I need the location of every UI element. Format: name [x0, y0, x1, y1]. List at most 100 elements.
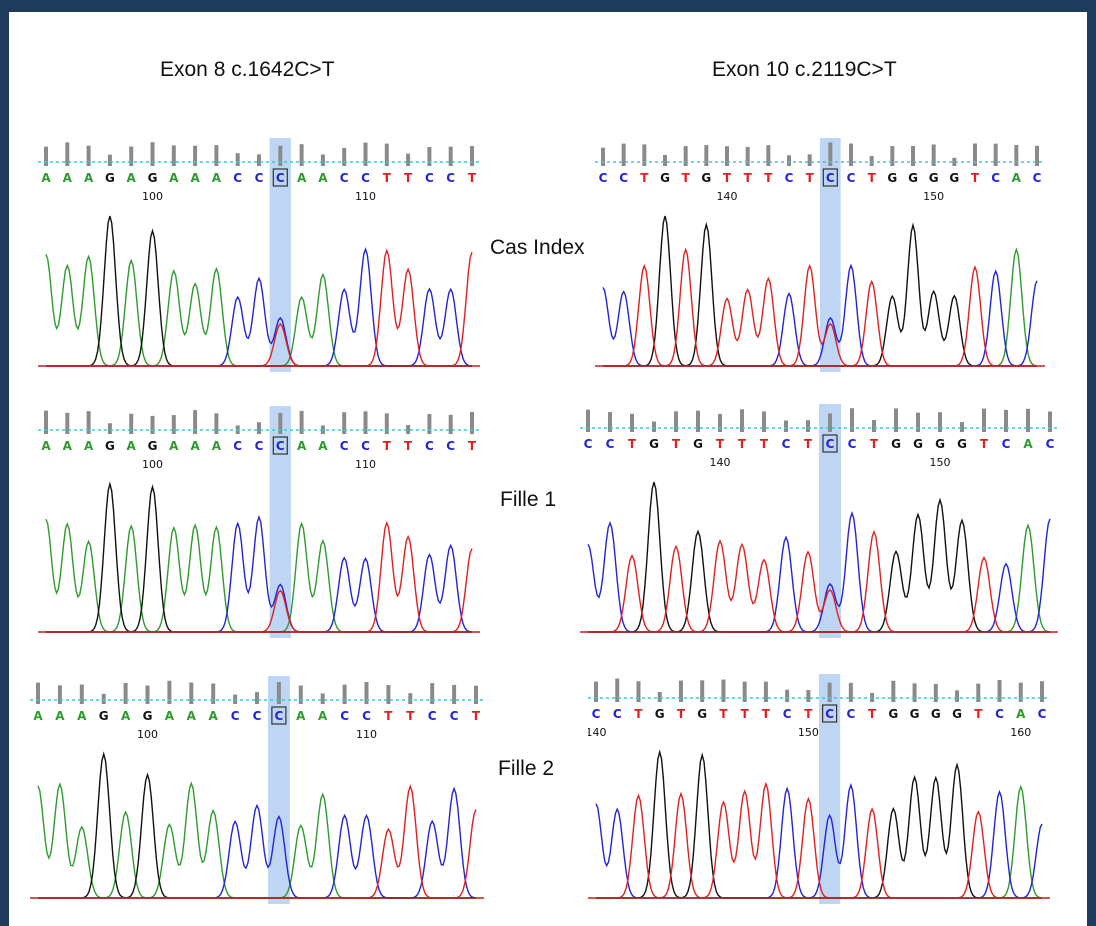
base-call: G: [935, 437, 945, 451]
base-call: C: [233, 171, 242, 185]
quality-bar: [257, 154, 261, 166]
quality-bar: [452, 684, 457, 704]
quality-bar: [1026, 408, 1030, 432]
quality-bar: [1048, 411, 1052, 432]
quality-bar: [663, 154, 667, 166]
quality-bar: [745, 146, 750, 166]
base-call: C: [848, 437, 857, 451]
variant-highlight: [269, 406, 291, 638]
base-call: C: [847, 171, 856, 185]
base-call: C: [826, 437, 835, 451]
quality-bar: [384, 143, 389, 166]
quality-bar: [997, 680, 1002, 702]
base-call: C: [1002, 437, 1011, 451]
base-call: A: [297, 439, 307, 453]
variant-highlight: [820, 138, 841, 372]
chromatogram-exon8-fille-2: A A A G A G A A A C C C A A C C T T C C T 100 110: [30, 676, 484, 904]
quality-bar: [916, 412, 920, 432]
quality-bar: [806, 420, 810, 432]
quality-bar: [342, 412, 347, 434]
quality-bar: [129, 413, 134, 434]
base-call: A: [190, 171, 200, 185]
base-call: C: [584, 437, 593, 451]
trace-T: [596, 781, 1042, 899]
quality-bar: [1004, 409, 1008, 432]
quality-bar: [807, 154, 812, 166]
trace-C: [46, 514, 473, 633]
base-call: T: [404, 439, 413, 453]
base-call: A: [187, 709, 197, 723]
base-call: A: [169, 171, 179, 185]
quality-bar: [933, 683, 938, 702]
base-call: T: [738, 437, 747, 451]
quality-bar: [342, 147, 347, 166]
quality-bar: [955, 690, 960, 702]
quality-bar: [470, 146, 474, 166]
quality-bar: [257, 422, 261, 434]
base-call: C: [425, 171, 434, 185]
quality-bar: [189, 682, 194, 704]
quality-bar: [827, 682, 832, 702]
base-call: C: [785, 171, 794, 185]
quality-bar: [766, 145, 771, 166]
base-call: T: [468, 171, 477, 185]
quality-bar: [427, 147, 432, 166]
base-call: A: [296, 709, 306, 723]
trace-T: [38, 784, 477, 899]
quality-bar: [214, 413, 219, 434]
position-tick-label: 140: [588, 726, 607, 739]
base-call: A: [63, 439, 73, 453]
base-call: A: [33, 709, 43, 723]
column-title-exon8: Exon 8 c.1642C>T: [160, 58, 335, 81]
base-call: T: [764, 171, 773, 185]
variant-base-box: [822, 704, 838, 723]
quality-bar: [740, 409, 744, 432]
quality-bar: [470, 411, 474, 434]
quality-bar: [700, 680, 705, 702]
quality-bar: [850, 408, 854, 432]
column-title-exon10: Exon 10 c.2119C>T: [712, 58, 897, 81]
base-call: T: [472, 709, 481, 723]
base-call: C: [592, 707, 601, 721]
quality-bar: [828, 413, 832, 432]
quality-bar: [1018, 682, 1023, 702]
quality-bar: [891, 680, 896, 702]
variant-base-box: [822, 168, 838, 187]
quality-bar: [278, 145, 283, 166]
variant-base-box: [271, 706, 287, 725]
trace-G: [38, 751, 476, 899]
base-call: T: [719, 707, 728, 721]
chromatogram-exon10-fille-2: C C T G T G T T T C T C C T G G G G T C A C 140 150 160: [588, 674, 1050, 904]
base-call: G: [931, 707, 941, 721]
base-call: G: [148, 171, 158, 185]
quality-bar: [107, 423, 112, 434]
base-call: A: [1016, 707, 1026, 721]
quality-bar: [320, 154, 325, 166]
base-call: T: [672, 437, 681, 451]
base-call: C: [231, 709, 240, 723]
quality-bar: [894, 408, 898, 432]
base-call: C: [340, 171, 349, 185]
quality-bar: [938, 412, 942, 432]
quality-bar: [1040, 681, 1044, 702]
quality-bar: [430, 683, 435, 704]
chromatogram-exon10-cas-index: C C T G T G T T T C T C C T G G G G T C A C 140 150: [595, 138, 1045, 372]
quality-bar: [848, 682, 853, 702]
base-call: G: [910, 707, 920, 721]
base-call: G: [99, 709, 109, 723]
base-call: G: [148, 439, 158, 453]
quality-bar: [652, 421, 656, 432]
base-call: A: [1012, 171, 1022, 185]
quality-bar: [65, 412, 70, 434]
base-call: G: [105, 171, 115, 185]
base-call: A: [41, 171, 51, 185]
base-call: G: [697, 707, 707, 721]
base-call: A: [55, 709, 65, 723]
quality-bar: [912, 683, 917, 702]
chromatogram-exon8-fille-1: A A A G A G A A A C C C A A C C T T C C T 100 110: [38, 406, 480, 638]
base-call: T: [682, 171, 691, 185]
position-tick-label: 110: [355, 190, 376, 203]
base-call: A: [212, 171, 222, 185]
